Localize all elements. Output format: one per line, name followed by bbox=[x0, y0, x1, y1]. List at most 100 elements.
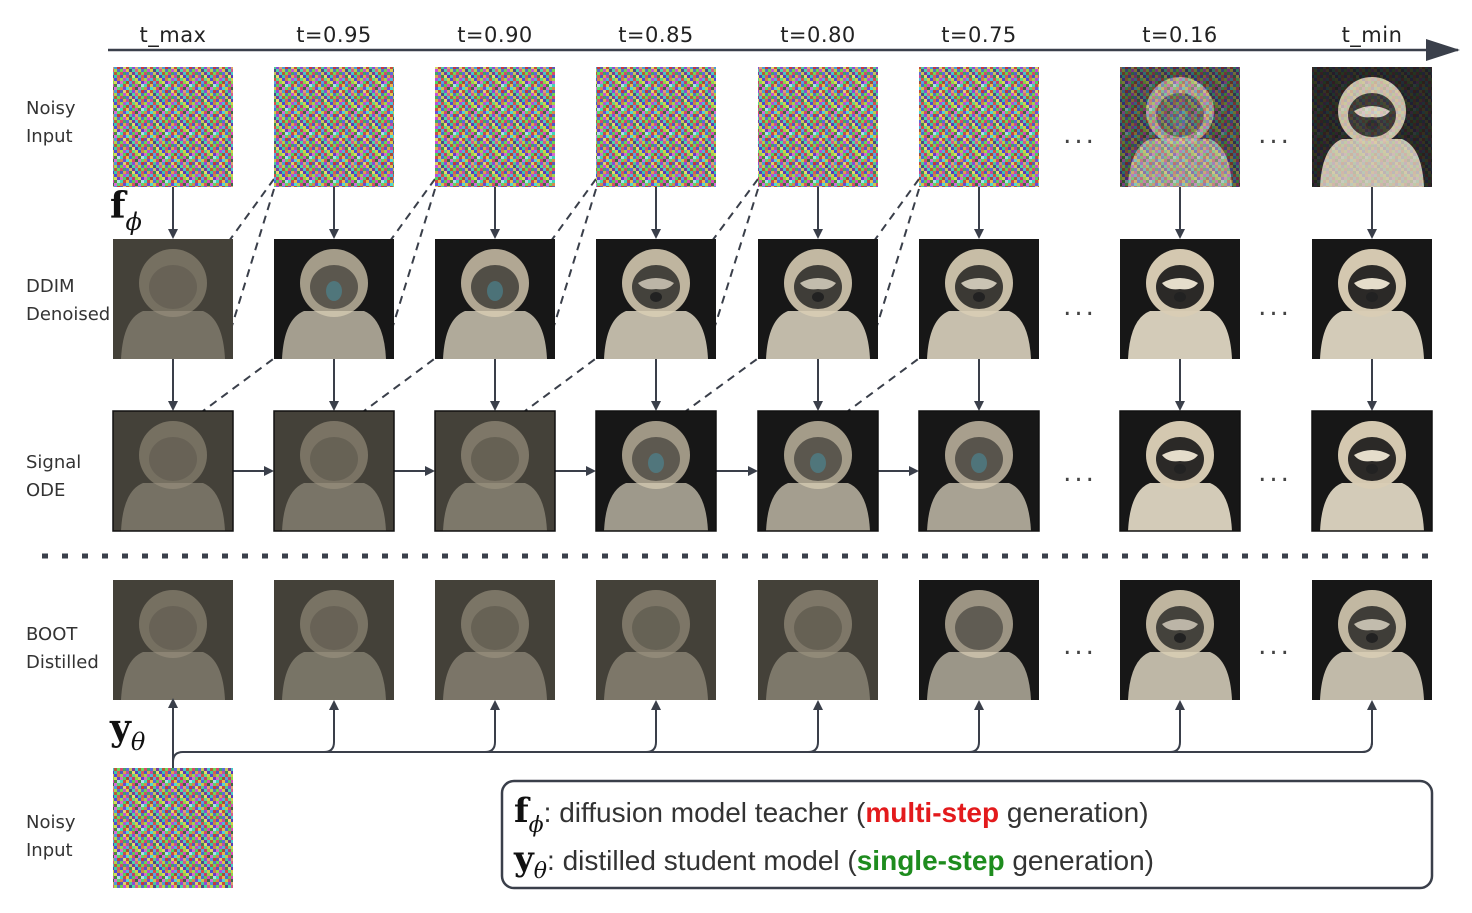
noisy-input-thumbnail bbox=[758, 67, 878, 187]
helmet-shape bbox=[945, 590, 1013, 658]
raccoon-face bbox=[1354, 450, 1390, 462]
dashed-link bbox=[391, 188, 436, 330]
student-arrow bbox=[323, 700, 339, 753]
suit-shape bbox=[1128, 652, 1232, 700]
thumbnail-border bbox=[918, 410, 1040, 532]
image-grid bbox=[112, 67, 1433, 700]
row-label-noisy-input: Noisy Input bbox=[26, 98, 76, 147]
ellipses: ........................ bbox=[1063, 120, 1292, 661]
legend-student: yθ: distilled student model (single-step… bbox=[513, 839, 1154, 884]
blur-overlay bbox=[758, 580, 878, 700]
blur-overlay bbox=[113, 411, 233, 531]
dashed-link bbox=[550, 178, 597, 242]
blur-overlay bbox=[596, 580, 716, 700]
time-labels: t_max t=0.95 t=0.90 t=0.85 t=0.80 t=0.75 t=0.1… bbox=[140, 23, 1403, 48]
dashed-link bbox=[524, 350, 607, 412]
ellipsis: ... bbox=[1258, 292, 1292, 322]
ddim-denoised-thumbnail bbox=[758, 239, 878, 359]
signal-ode-thumbnail bbox=[434, 410, 556, 532]
connections bbox=[168, 178, 1377, 476]
student-arrow bbox=[807, 700, 823, 753]
student-noise-image bbox=[113, 768, 233, 888]
blur-overlay bbox=[435, 580, 555, 700]
boot-distilled-thumbnail bbox=[919, 580, 1039, 700]
student-broadcast-arrows bbox=[168, 698, 1377, 768]
thumbnail-border bbox=[112, 410, 234, 532]
noise-overlay bbox=[1312, 67, 1432, 187]
timeline: t_max t=0.95 t=0.90 t=0.85 t=0.80 t=0.75 t=0.1… bbox=[108, 23, 1460, 61]
ellipsis: ... bbox=[1258, 120, 1292, 150]
raccoon-nose bbox=[812, 292, 824, 302]
dashed-link bbox=[363, 350, 446, 412]
ddim-denoised-thumbnail bbox=[919, 239, 1039, 359]
teacher-symbol: fϕ bbox=[110, 185, 142, 236]
student-arrow bbox=[1361, 700, 1377, 753]
suit-shape bbox=[766, 311, 870, 359]
thumbnail-border bbox=[595, 410, 717, 532]
signal-ode-thumbnail bbox=[595, 410, 717, 532]
noise-overlay bbox=[1120, 67, 1240, 187]
raccoon-nose bbox=[1366, 633, 1378, 643]
noise-image bbox=[596, 67, 716, 187]
suit-shape bbox=[604, 311, 708, 359]
suit-shape bbox=[1128, 311, 1232, 359]
dashed-link bbox=[875, 188, 920, 330]
noisy-input-thumbnail bbox=[919, 67, 1039, 187]
student-bus-line bbox=[172, 741, 1373, 763]
dashed-link bbox=[202, 350, 285, 412]
suit-shape bbox=[443, 311, 547, 359]
student-arrow bbox=[645, 700, 661, 753]
thumbnail-border bbox=[1119, 410, 1241, 532]
boot-distilled-thumbnail bbox=[758, 580, 878, 700]
raccoon-face bbox=[638, 278, 674, 290]
time-label: t_min bbox=[1342, 23, 1403, 48]
blur-overlay bbox=[274, 411, 394, 531]
ddim-denoised-thumbnail bbox=[435, 239, 555, 359]
row-label-ddim-denoised: DDIM Denoised bbox=[26, 276, 110, 325]
noise-image bbox=[113, 67, 233, 187]
visor-reflection bbox=[487, 281, 503, 301]
signal-ode-thumbnail bbox=[918, 410, 1040, 532]
raccoon-nose bbox=[1366, 292, 1378, 302]
blur-overlay bbox=[435, 411, 555, 531]
noise-image bbox=[919, 67, 1039, 187]
blur-overlay bbox=[113, 580, 233, 700]
time-label: t=0.16 bbox=[1142, 23, 1218, 47]
legend-teacher: fϕ: diffusion model teacher (multi-step … bbox=[514, 791, 1149, 838]
suit-shape bbox=[1320, 311, 1424, 359]
suit-shape bbox=[1320, 483, 1424, 531]
student-symbol: yθ bbox=[109, 707, 146, 756]
dashed-link bbox=[389, 178, 436, 242]
noisy-input-thumbnail bbox=[274, 67, 394, 187]
ddim-denoised-thumbnail bbox=[113, 239, 233, 359]
thumbnail-border bbox=[434, 410, 556, 532]
student-arrow bbox=[968, 700, 984, 753]
time-label: t_max bbox=[140, 23, 207, 48]
ddim-denoised-thumbnail bbox=[274, 239, 394, 359]
boot-distilled-thumbnail bbox=[1120, 580, 1240, 700]
raccoon-nose bbox=[650, 292, 662, 302]
boot-distilled-thumbnail bbox=[1312, 580, 1432, 700]
row-label-signal-ode: Signal ODE bbox=[26, 452, 81, 501]
noisy-input-thumbnail bbox=[435, 67, 555, 187]
dashed-link bbox=[552, 188, 597, 330]
legend: fϕ: diffusion model teacher (multi-step … bbox=[500, 779, 1434, 890]
suit-shape bbox=[604, 483, 708, 531]
student-arrow bbox=[1169, 700, 1185, 753]
ddim-denoised-thumbnail bbox=[1312, 239, 1432, 359]
ellipsis: ... bbox=[1258, 631, 1292, 661]
blur-overlay bbox=[113, 239, 233, 359]
row-label-boot-distilled: BOOT Distilled bbox=[26, 624, 99, 673]
row-label-student-noisy-input: Noisy Input bbox=[26, 812, 76, 861]
noisy-input-thumbnail bbox=[113, 67, 233, 187]
suit-shape bbox=[1320, 652, 1424, 700]
thumbnail-border bbox=[1311, 410, 1433, 532]
time-label: t=0.85 bbox=[618, 23, 694, 47]
dashed-link bbox=[847, 350, 930, 412]
raccoon-face bbox=[1162, 450, 1198, 462]
legend-box bbox=[500, 779, 1434, 890]
student-arrow bbox=[484, 700, 500, 753]
suit-shape bbox=[927, 652, 1031, 700]
ddim-denoised-thumbnail bbox=[596, 239, 716, 359]
suit-shape bbox=[927, 311, 1031, 359]
